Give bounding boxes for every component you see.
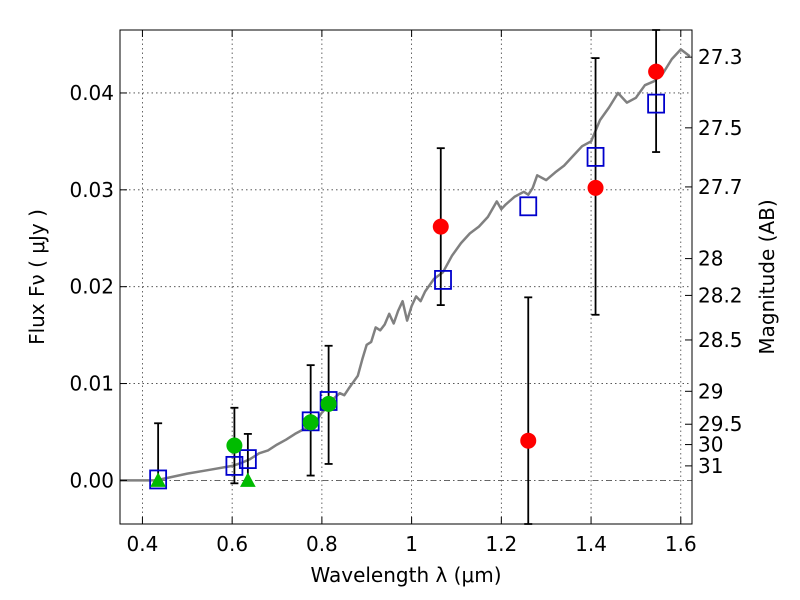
x-tick-label: 0.8 [306, 532, 338, 556]
red-data-point [432, 218, 449, 235]
model-photometry-square [301, 411, 320, 432]
model-photometry-square [238, 449, 257, 470]
right-tick-label: 31 [698, 454, 723, 478]
model-photometry-square [647, 93, 666, 114]
plot-frame [119, 29, 693, 525]
tick-layer: 0.4 0.6 0.8 1 1.2 1.4 1.6 0.00 0.01 0.02 0.03 0.04 2… [69, 30, 743, 556]
model-spectrum-line [120, 48, 691, 482]
data-layer [120, 29, 691, 525]
right-tick-label: 27.3 [698, 45, 743, 69]
model-photometry-square [434, 270, 452, 290]
right-tick-label: 29.5 [698, 412, 743, 436]
x-tick-label: 1.6 [665, 532, 697, 556]
green-triangle-point [150, 472, 166, 487]
y-tick-label: 0.04 [69, 81, 114, 105]
x-tick-label: 0.4 [127, 532, 159, 556]
green-data-point [320, 395, 337, 412]
x-axis-label: Wavelength λ (μm) [310, 563, 501, 587]
x-tick-label: 0.6 [216, 532, 248, 556]
red-data-point [648, 63, 665, 80]
y-tick-label: 0.02 [69, 275, 114, 299]
red-data-point [587, 179, 604, 196]
green-triangle-point [240, 472, 256, 487]
right-tick-label: 28 [698, 247, 723, 271]
y-tick-label: 0.00 [69, 468, 114, 492]
x-tick-label: 1.4 [575, 532, 607, 556]
model-photometry-square [225, 455, 244, 476]
right-tick-label: 30 [698, 433, 723, 457]
red-data-point [520, 432, 537, 449]
right-tick-label: 28.5 [698, 328, 743, 352]
x-tick-label: 1.2 [485, 532, 517, 556]
green-data-point [226, 437, 243, 454]
model-photometry-square [519, 196, 538, 217]
grid-layer [120, 30, 692, 524]
x-tick-label: 1 [405, 532, 418, 556]
model-photometry-square [149, 469, 168, 490]
model-photometry-square [586, 146, 605, 167]
right-tick-label: 29 [698, 379, 723, 403]
y-axis-label: Flux Fν ( μJy ) [25, 209, 49, 345]
right-tick-label: 28.2 [698, 283, 743, 307]
right-tick-label: 27.5 [698, 116, 743, 140]
right-axis-label: Magnitude (AB) [755, 199, 779, 354]
green-data-point [302, 414, 319, 431]
y-tick-label: 0.03 [69, 178, 114, 202]
right-tick-label: 27.7 [698, 175, 743, 199]
y-tick-label: 0.01 [69, 372, 114, 396]
